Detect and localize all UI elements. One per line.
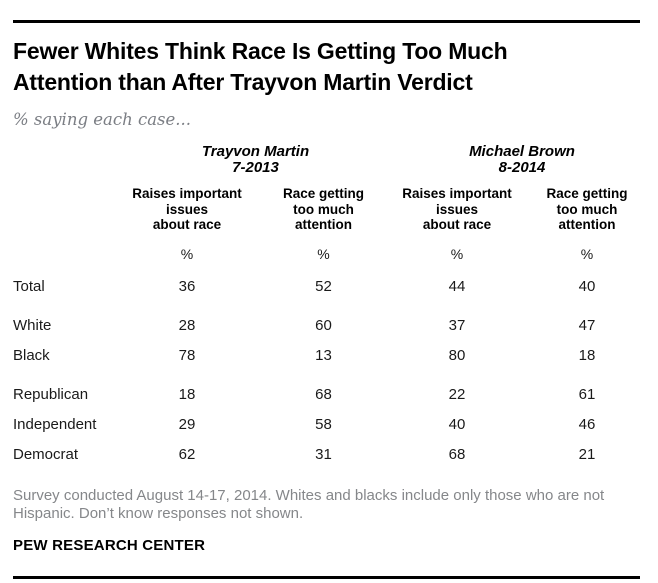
spacer-cell xyxy=(13,144,119,175)
column-group-date: 8-2014 xyxy=(498,158,546,176)
percent-unit-row: % % % % xyxy=(13,246,640,262)
table-row-black: Black 78 13 80 18 xyxy=(13,341,640,371)
column-group-label: Trayvon Martin xyxy=(201,143,310,160)
column-header-too-much-attention-brown: Race getting too much attention xyxy=(546,186,628,232)
page-title-line-2: Attention than After Trayvon Martin Verd… xyxy=(13,69,473,95)
table-row-total: Total 36 52 44 40 xyxy=(13,272,640,302)
column-group-date: 7-2013 xyxy=(232,158,279,176)
page-title: Fewer Whites Think Race Is Getting Too M… xyxy=(13,36,640,98)
column-header-raises-issues-brown: Raises important issues about race xyxy=(402,186,512,232)
column-header-raises-issues-trayvon: Raises important issues about race xyxy=(132,186,242,232)
cell-value: 18 xyxy=(578,346,596,364)
row-label: Total xyxy=(13,277,45,295)
top-rule xyxy=(13,20,640,23)
column-group-label: Michael Brown xyxy=(469,143,575,160)
column-group-michael-brown: Michael Brown 8-2014 xyxy=(392,144,652,175)
footnote: Survey conducted August 14-17, 2014. Whi… xyxy=(13,486,605,523)
cell-value: 68 xyxy=(315,385,332,403)
cell-value: 44 xyxy=(448,277,466,295)
table-row-independent: Independent 29 58 40 46 xyxy=(13,410,640,440)
column-group-header-row: Trayvon Martin 7-2013 Michael Brown 8-20… xyxy=(13,144,640,175)
cell-value: 47 xyxy=(578,316,596,334)
cell-value: 80 xyxy=(448,346,466,364)
spacer-cell xyxy=(13,246,119,262)
percent-symbol: % xyxy=(317,245,330,262)
cell-value: 61 xyxy=(578,385,596,403)
cell-value: 68 xyxy=(448,445,466,463)
cell-value: 62 xyxy=(178,445,196,463)
cell-value: 46 xyxy=(578,415,596,433)
table-row-white: White 28 60 37 47 xyxy=(13,311,640,341)
row-label: White xyxy=(13,316,52,334)
percent-symbol: % xyxy=(450,245,464,262)
row-label: Black xyxy=(13,346,50,364)
cell-value: 22 xyxy=(448,385,466,403)
column-group-trayvon-martin: Trayvon Martin 7-2013 xyxy=(119,144,392,175)
row-label: Republican xyxy=(13,385,89,403)
percent-symbol: % xyxy=(580,245,594,262)
row-label: Democrat xyxy=(13,445,79,463)
row-label: Independent xyxy=(13,415,97,433)
page-title-line-1: Fewer Whites Think Race Is Getting Too M… xyxy=(13,38,508,64)
cell-value: 36 xyxy=(178,277,196,295)
cell-value: 18 xyxy=(178,385,196,403)
cell-value: 60 xyxy=(315,316,332,334)
cell-value: 29 xyxy=(178,415,196,433)
spacer-cell xyxy=(13,186,119,233)
cell-value: 78 xyxy=(178,346,196,364)
column-header-too-much-attention-trayvon: Race getting too much attention xyxy=(282,186,364,232)
cell-value: 37 xyxy=(448,316,466,334)
cell-value: 40 xyxy=(448,415,466,433)
cell-value: 13 xyxy=(315,346,332,364)
cell-value: 52 xyxy=(315,277,332,295)
bottom-rule xyxy=(13,575,640,579)
cell-value: 40 xyxy=(578,277,596,295)
subtitle: % saying each case... xyxy=(13,110,192,129)
cell-value: 21 xyxy=(578,445,596,463)
table-row-republican: Republican 18 68 22 61 xyxy=(13,380,640,410)
table-row-democrat: Democrat 62 31 68 21 xyxy=(13,440,640,470)
cell-value: 31 xyxy=(315,445,332,463)
cell-value: 58 xyxy=(315,415,332,433)
percent-symbol: % xyxy=(180,245,194,262)
source-label: PEW RESEARCH CENTER xyxy=(13,536,206,554)
cell-value: 28 xyxy=(178,316,196,334)
column-header-row: Raises important issues about race Race … xyxy=(13,186,640,233)
